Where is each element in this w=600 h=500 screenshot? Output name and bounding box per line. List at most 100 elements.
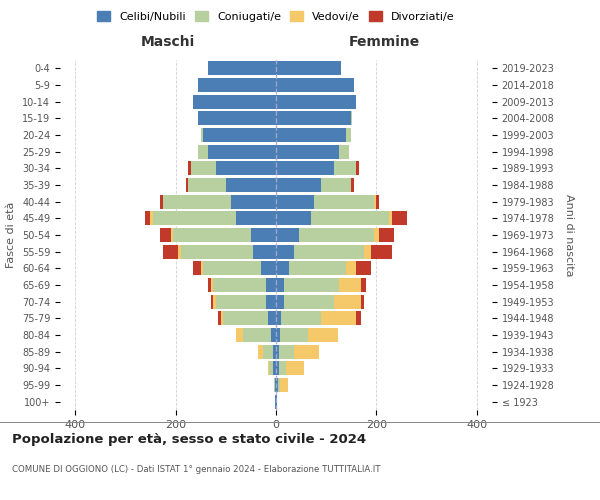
Bar: [213, 294, 216, 308]
Text: Femmine: Femmine: [349, 35, 419, 49]
Bar: [361, 278, 367, 292]
Bar: [203, 261, 261, 276]
Bar: [275, 394, 276, 409]
Bar: [145, 211, 151, 226]
Bar: [276, 378, 278, 392]
Bar: [276, 394, 277, 409]
Bar: [211, 278, 213, 292]
Bar: [311, 211, 389, 226]
Bar: [170, 228, 173, 242]
Bar: [160, 194, 163, 209]
Bar: [178, 244, 181, 259]
Text: Popolazione per età, sesso e stato civile - 2024: Popolazione per età, sesso e stato civil…: [12, 432, 366, 446]
Bar: [281, 311, 321, 326]
Bar: [274, 378, 275, 392]
Y-axis label: Anni di nascita: Anni di nascita: [564, 194, 574, 276]
Bar: [188, 162, 191, 175]
Bar: [231, 194, 276, 209]
Bar: [160, 228, 170, 242]
Bar: [280, 378, 287, 392]
Bar: [276, 244, 293, 259]
Bar: [276, 144, 339, 159]
Bar: [379, 228, 394, 242]
Bar: [218, 311, 221, 326]
Bar: [276, 62, 341, 76]
Bar: [226, 178, 276, 192]
Bar: [371, 244, 392, 259]
Bar: [266, 278, 276, 292]
Bar: [221, 311, 223, 326]
Bar: [293, 244, 364, 259]
Bar: [236, 328, 244, 342]
Bar: [276, 261, 289, 276]
Bar: [278, 344, 293, 359]
Bar: [276, 162, 334, 175]
Bar: [191, 162, 216, 175]
Bar: [163, 194, 231, 209]
Bar: [188, 178, 226, 192]
Bar: [271, 328, 276, 342]
Bar: [200, 261, 203, 276]
Bar: [289, 261, 346, 276]
Bar: [352, 178, 354, 192]
Bar: [203, 128, 276, 142]
Bar: [208, 144, 276, 159]
Bar: [299, 228, 374, 242]
Bar: [173, 228, 251, 242]
Bar: [276, 211, 311, 226]
Bar: [236, 211, 276, 226]
Bar: [339, 278, 361, 292]
Bar: [269, 361, 274, 376]
Bar: [253, 244, 276, 259]
Bar: [211, 294, 213, 308]
Bar: [263, 344, 274, 359]
Bar: [276, 194, 314, 209]
Bar: [376, 194, 379, 209]
Bar: [374, 228, 379, 242]
Bar: [276, 294, 284, 308]
Bar: [251, 228, 276, 242]
Bar: [374, 194, 376, 209]
Bar: [276, 78, 354, 92]
Bar: [193, 94, 276, 109]
Bar: [200, 128, 203, 142]
Bar: [361, 294, 364, 308]
Bar: [334, 162, 356, 175]
Text: Maschi: Maschi: [141, 35, 195, 49]
Bar: [181, 244, 253, 259]
Bar: [216, 294, 266, 308]
Bar: [193, 261, 200, 276]
Bar: [293, 344, 319, 359]
Text: COMUNE DI OGGIONO (LC) - Dati ISTAT 1° gennaio 2024 - Elaborazione TUTTITALIA.IT: COMUNE DI OGGIONO (LC) - Dati ISTAT 1° g…: [12, 466, 380, 474]
Bar: [392, 211, 407, 226]
Bar: [185, 178, 188, 192]
Bar: [198, 78, 276, 92]
Bar: [334, 294, 361, 308]
Bar: [163, 244, 178, 259]
Bar: [356, 261, 371, 276]
Bar: [308, 328, 338, 342]
Bar: [286, 361, 304, 376]
Bar: [280, 328, 308, 342]
Bar: [356, 311, 361, 326]
Bar: [346, 261, 356, 276]
Bar: [276, 344, 278, 359]
Bar: [284, 294, 334, 308]
Bar: [268, 311, 276, 326]
Bar: [244, 328, 271, 342]
Bar: [284, 278, 339, 292]
Bar: [314, 194, 374, 209]
Bar: [276, 278, 284, 292]
Bar: [278, 378, 280, 392]
Bar: [276, 94, 356, 109]
Bar: [153, 211, 236, 226]
Bar: [223, 311, 268, 326]
Legend: Celibi/Nubili, Coniugati/e, Vedovi/e, Divorziati/e: Celibi/Nubili, Coniugati/e, Vedovi/e, Di…: [94, 8, 458, 25]
Bar: [276, 328, 280, 342]
Bar: [276, 228, 299, 242]
Bar: [276, 311, 281, 326]
Bar: [278, 361, 286, 376]
Bar: [151, 211, 153, 226]
Bar: [346, 128, 352, 142]
Bar: [276, 112, 352, 126]
